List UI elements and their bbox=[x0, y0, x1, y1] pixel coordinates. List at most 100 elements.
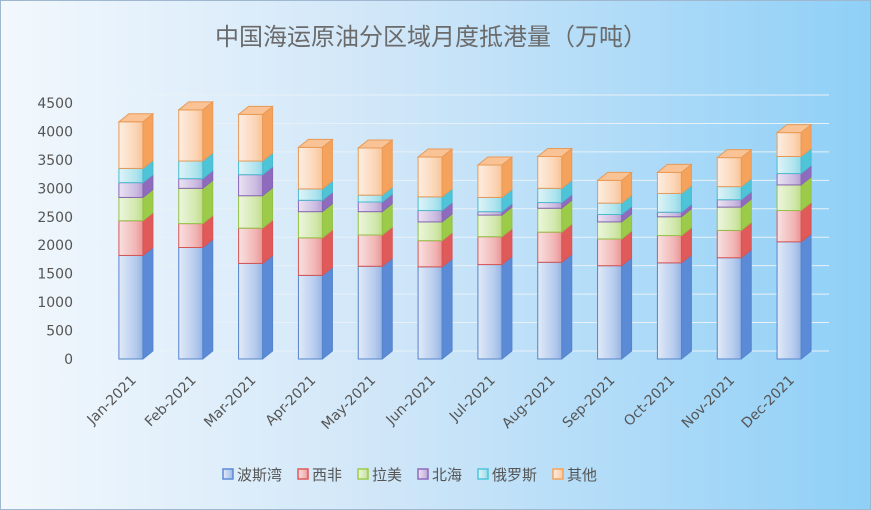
bar-stack-May-2021 bbox=[356, 139, 394, 360]
legend-swatch bbox=[222, 468, 234, 480]
y-tick-label: 1500 bbox=[37, 267, 73, 283]
bar-side-波斯湾 bbox=[561, 253, 573, 360]
y-axis: 0 500 1000 1500 2000 2500 3000 3500 4000 4500 bbox=[37, 96, 73, 368]
bar-segment-其他 bbox=[776, 132, 802, 157]
bar-top bbox=[356, 139, 394, 149]
bar-segment-西非 bbox=[776, 210, 802, 243]
bar-stack-Mar-2021 bbox=[237, 105, 275, 360]
legend-item-其他: 其他 bbox=[552, 466, 597, 484]
y-tick-label: 3500 bbox=[37, 153, 73, 169]
bar-side-波斯湾 bbox=[680, 254, 692, 360]
bar-top bbox=[416, 148, 454, 158]
bar-segment-拉美 bbox=[776, 184, 802, 212]
bar-segment-北海 bbox=[477, 211, 503, 216]
bar-side-波斯湾 bbox=[381, 257, 393, 360]
bar-segment-拉美 bbox=[537, 207, 563, 233]
bar-top bbox=[596, 171, 634, 181]
bar-segment-俄罗斯 bbox=[238, 160, 264, 176]
bar-segment-北海 bbox=[178, 178, 204, 189]
bar-segment-拉美 bbox=[357, 211, 383, 236]
bar-segment-西非 bbox=[597, 238, 623, 267]
x-tick-label: Feb-2021 bbox=[142, 373, 200, 431]
bar-segment-波斯湾 bbox=[357, 265, 383, 360]
y-tick-label: 0 bbox=[64, 352, 73, 368]
x-tick-label: Sep-2021 bbox=[560, 373, 619, 432]
y-tick-label: 500 bbox=[46, 324, 73, 340]
bar-segment-西非 bbox=[118, 220, 144, 256]
bar-segment-俄罗斯 bbox=[716, 186, 742, 201]
legend-label: 拉美 bbox=[372, 466, 402, 484]
bar-segment-波斯湾 bbox=[238, 262, 264, 360]
bar-side-波斯湾 bbox=[621, 257, 633, 360]
y-tick-label: 2000 bbox=[37, 238, 73, 254]
bar-segment-北海 bbox=[118, 182, 144, 198]
bar-segment-俄罗斯 bbox=[597, 202, 623, 216]
bar-segment-北海 bbox=[716, 199, 742, 208]
bar-segment-西非 bbox=[716, 229, 742, 259]
bar-segment-俄罗斯 bbox=[417, 196, 443, 212]
bar-stack-Aug-2021 bbox=[536, 147, 574, 360]
bar-top bbox=[476, 156, 514, 166]
bar-segment-拉美 bbox=[417, 221, 443, 242]
gridline-depth bbox=[100, 322, 112, 331]
y-tick-label: 4000 bbox=[37, 124, 73, 140]
bar-stack-Feb-2021 bbox=[177, 101, 215, 360]
bar-segment-俄罗斯 bbox=[357, 194, 383, 203]
x-tick-label: Oct-2021 bbox=[621, 373, 678, 430]
bar-segment-俄罗斯 bbox=[656, 192, 682, 213]
bar-segment-波斯湾 bbox=[297, 274, 323, 360]
legend-label: 其他 bbox=[567, 466, 597, 484]
bar-side-其他 bbox=[142, 113, 154, 169]
bar-side-其他 bbox=[381, 139, 393, 196]
bar-side-波斯湾 bbox=[800, 233, 812, 360]
bar-stack-Apr-2021 bbox=[296, 138, 334, 360]
x-tick-label: Jun-2021 bbox=[383, 373, 439, 429]
legend-label: 波斯湾 bbox=[237, 466, 282, 484]
legend-item-波斯湾: 波斯湾 bbox=[222, 466, 282, 484]
bar-stack-Oct-2021 bbox=[655, 163, 693, 360]
bar-side-波斯湾 bbox=[142, 246, 154, 360]
legend-label: 西非 bbox=[312, 466, 342, 484]
bar-segment-其他 bbox=[417, 156, 443, 198]
bar-segment-其他 bbox=[118, 121, 144, 169]
bar-segment-其他 bbox=[716, 157, 742, 188]
legend: 波斯湾 西非 拉美 北海 俄罗斯 其他 bbox=[222, 466, 597, 484]
bar-segment-拉美 bbox=[297, 211, 323, 239]
bar-segment-俄罗斯 bbox=[118, 167, 144, 184]
bar-segment-北海 bbox=[357, 201, 383, 213]
bar-segment-俄罗斯 bbox=[537, 187, 563, 204]
bar-top bbox=[296, 138, 334, 148]
bar-segment-拉美 bbox=[716, 206, 742, 231]
bar-segment-拉美 bbox=[118, 196, 144, 222]
gridline-depth bbox=[100, 151, 112, 161]
bar-segment-波斯湾 bbox=[716, 257, 742, 360]
x-tick-label: May-2021 bbox=[319, 373, 379, 433]
bar-segment-其他 bbox=[537, 155, 563, 189]
bar-side-波斯湾 bbox=[501, 256, 513, 360]
bar-stack-Nov-2021 bbox=[715, 149, 753, 360]
bar-segment-北海 bbox=[297, 199, 323, 213]
gridline-depth bbox=[100, 94, 112, 104]
x-tick-label: Dec-2021 bbox=[739, 373, 798, 432]
x-tick-label: Apr-2021 bbox=[263, 373, 320, 430]
bar-segment-其他 bbox=[597, 179, 623, 204]
legend-swatch bbox=[477, 468, 489, 480]
bar-segment-北海 bbox=[656, 211, 682, 218]
y-tick-label: 4500 bbox=[37, 96, 73, 112]
bar-segment-俄罗斯 bbox=[776, 155, 802, 175]
legend-label: 北海 bbox=[432, 466, 462, 484]
gridline-depth bbox=[100, 208, 112, 218]
bar-segment-波斯湾 bbox=[118, 254, 144, 360]
legend-swatch bbox=[417, 468, 429, 480]
legend-item-西非: 西非 bbox=[297, 466, 342, 484]
x-axis: Jan-2021 Feb-2021 Mar-2021 Apr-2021 May-2021… bbox=[84, 373, 798, 433]
y-tick-label: 2500 bbox=[37, 210, 73, 226]
bar-segment-其他 bbox=[178, 109, 204, 162]
bar-segment-拉美 bbox=[656, 216, 682, 237]
legend-swatch bbox=[357, 468, 369, 480]
bar-segment-波斯湾 bbox=[656, 262, 682, 360]
legend-label: 俄罗斯 bbox=[492, 466, 537, 484]
bar-segment-北海 bbox=[417, 210, 443, 223]
